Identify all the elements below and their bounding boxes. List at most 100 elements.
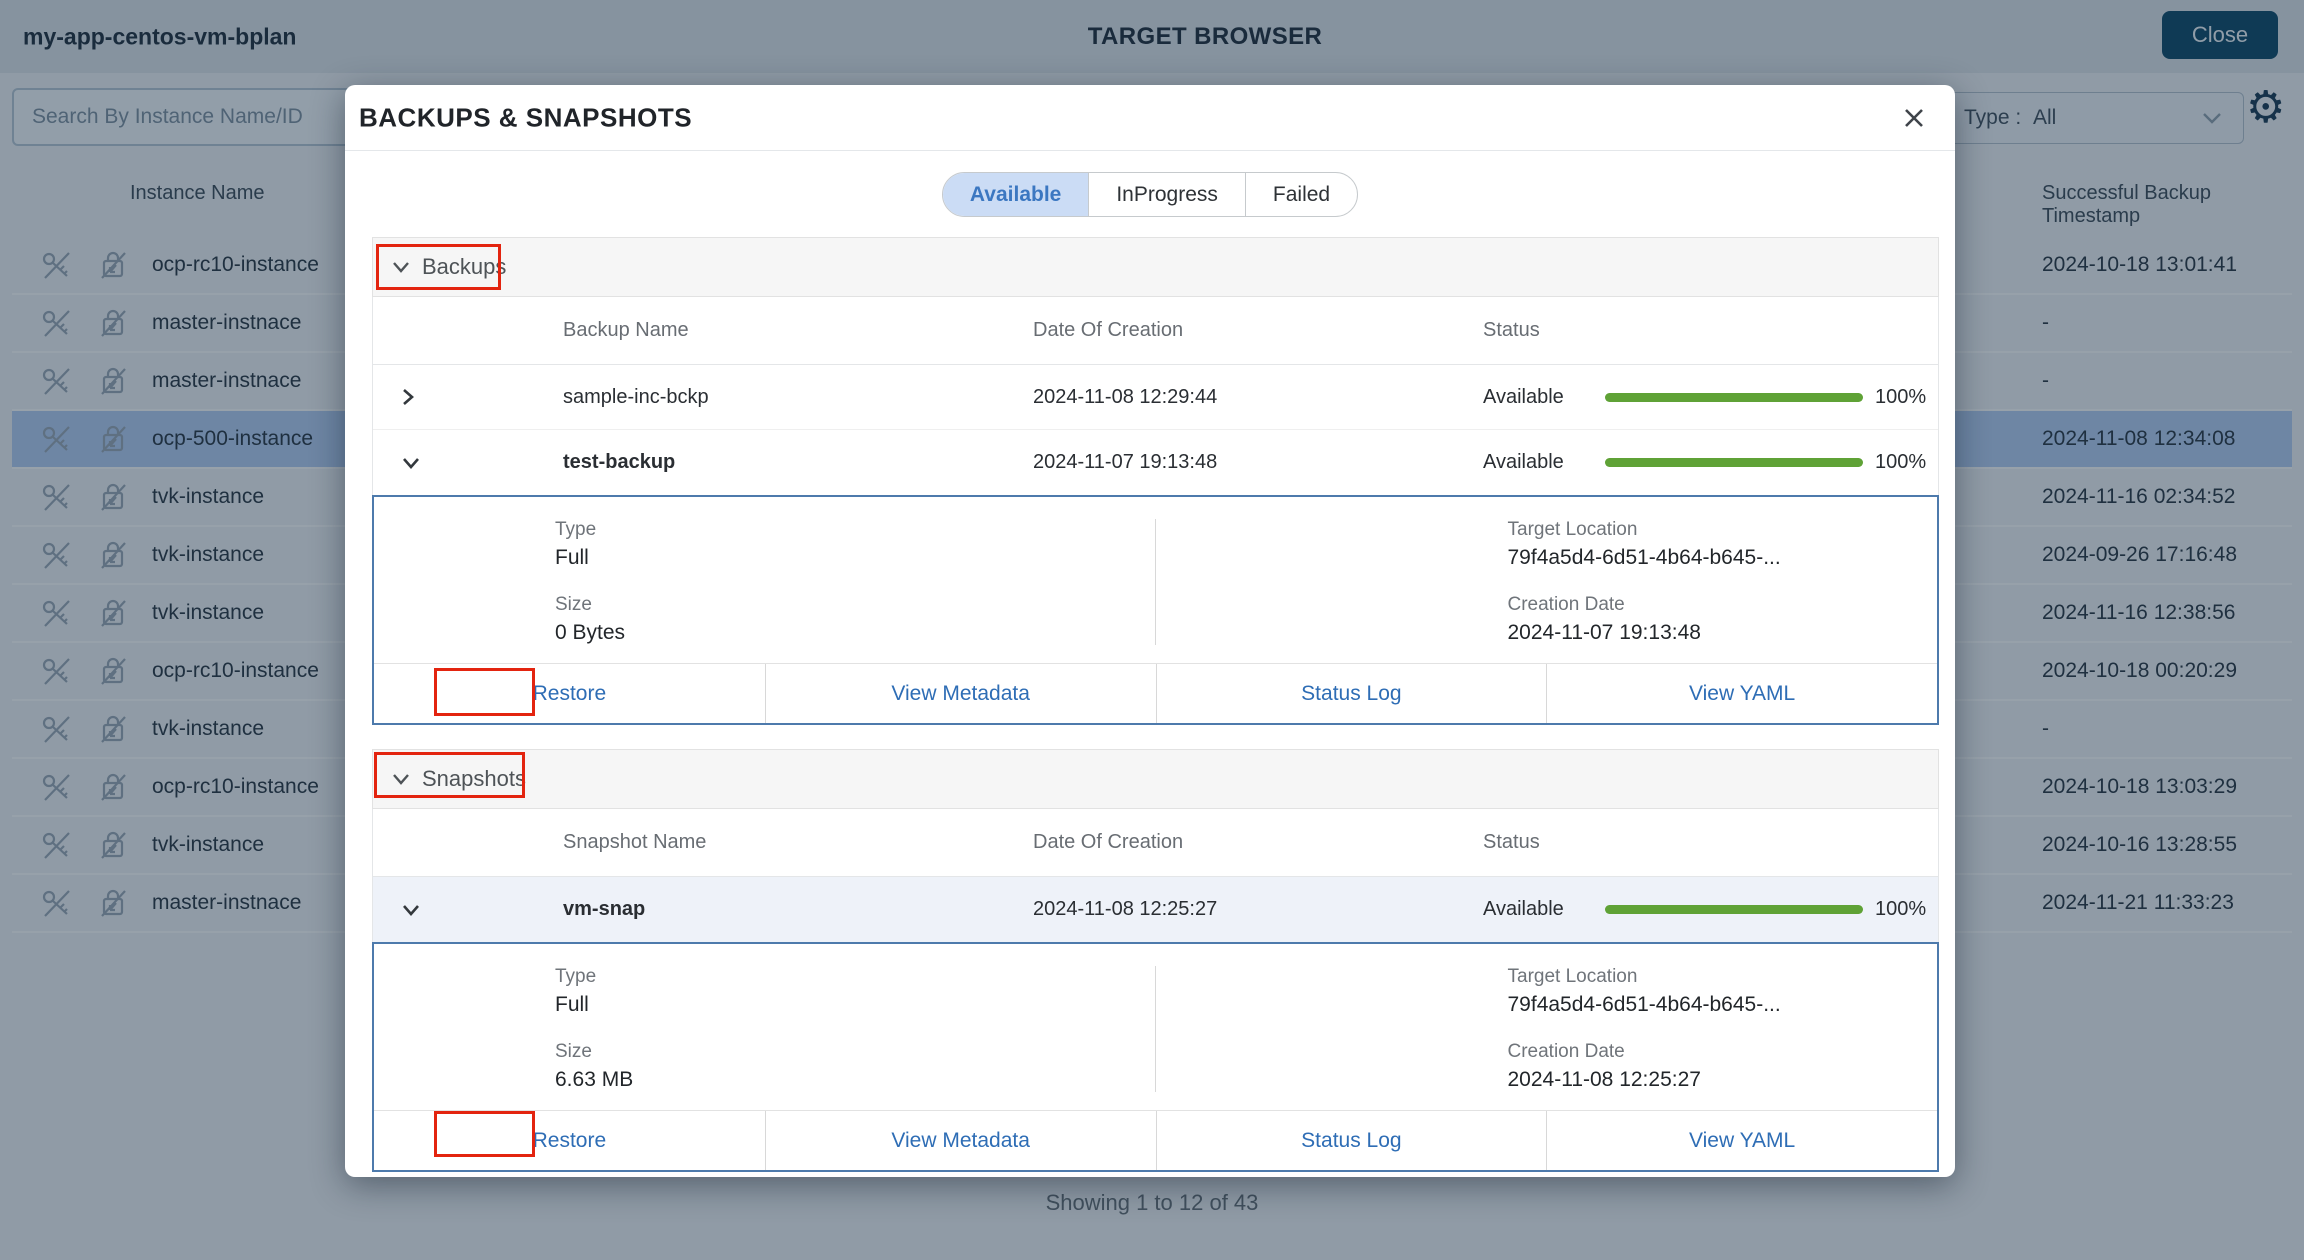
restore-link[interactable]: Restore xyxy=(532,1128,607,1152)
close-icon[interactable] xyxy=(1899,103,1929,133)
view-yaml-link[interactable]: View YAML xyxy=(1546,1111,1937,1170)
backup-timestamp: - xyxy=(2042,717,2049,740)
pagination-summary: Showing 1 to 12 of 43 xyxy=(1045,1190,1259,1215)
key-disabled-icon xyxy=(40,422,74,456)
chevron-down-icon[interactable] xyxy=(373,456,563,470)
column-header-date-of-creation: Date Of Creation xyxy=(1033,319,1184,341)
progress-bar xyxy=(1605,458,1863,467)
backup-timestamp: 2024-11-08 12:34:08 xyxy=(2042,427,2236,450)
key-disabled-icon xyxy=(40,248,74,282)
snapshot-name: vm-snap xyxy=(563,898,646,920)
instance-name: master-instnace xyxy=(152,369,302,392)
progress-percent: 100% xyxy=(1875,898,1927,920)
snapshot-date: 2024-11-08 12:25:27 xyxy=(1033,898,1218,920)
settings-gear-icon[interactable]: ⚙ xyxy=(2246,83,2286,132)
key-disabled-icon xyxy=(40,886,74,920)
backup-name: test-backup xyxy=(563,451,676,473)
status-text: Available xyxy=(1483,898,1564,920)
snapshots-section-header[interactable]: Snapshots xyxy=(372,749,1939,809)
backup-timestamp: 2024-10-18 13:01:41 xyxy=(2042,253,2237,276)
key-disabled-icon xyxy=(40,770,74,804)
column-header-date-of-creation: Date Of Creation xyxy=(1033,831,1184,853)
backup-name: sample-inc-bckp xyxy=(563,385,709,408)
backups-snapshots-modal: BACKUPS & SNAPSHOTS Available InProgress… xyxy=(345,85,1955,1177)
tab-available[interactable]: Available xyxy=(942,173,1089,216)
backup-timestamp: 2024-10-18 13:03:29 xyxy=(2042,775,2237,798)
key-disabled-icon xyxy=(40,306,74,340)
progress-bar xyxy=(1605,905,1863,914)
backups-table: Backup Name Date Of Creation Status samp… xyxy=(372,297,1939,495)
snapshots-section-label: Snapshots xyxy=(422,766,526,791)
key-disabled-icon xyxy=(40,596,74,630)
size-value: 6.63 MB xyxy=(555,1068,634,1091)
instance-name: ocp-rc10-instance xyxy=(152,253,319,276)
view-yaml-link[interactable]: View YAML xyxy=(1546,664,1937,723)
column-header-backup-name: Backup Name xyxy=(563,319,689,341)
chevron-down-icon xyxy=(391,254,411,280)
backup-row-sample-inc-bckp[interactable]: sample-inc-bckp 2024-11-08 12:29:44 Avai… xyxy=(373,365,1938,430)
status-log-link[interactable]: Status Log xyxy=(1155,1111,1547,1170)
lock-disabled-icon xyxy=(96,712,130,746)
column-header-status: Status xyxy=(1483,319,1540,341)
backup-timestamp: 2024-09-26 17:16:48 xyxy=(2042,543,2237,566)
key-disabled-icon xyxy=(40,364,74,398)
instance-name: ocp-500-instance xyxy=(152,427,314,450)
tab-failed[interactable]: Failed xyxy=(1244,173,1357,216)
lock-disabled-icon xyxy=(96,828,130,862)
key-disabled-icon xyxy=(40,712,74,746)
instance-name: tvk-instance xyxy=(152,543,265,566)
backup-timestamp: - xyxy=(2042,311,2049,334)
creation-date-value: 2024-11-08 12:25:27 xyxy=(1507,1068,1701,1091)
type-filter-dropdown[interactable]: Type : All xyxy=(1900,92,2244,144)
size-label: Size xyxy=(555,1041,592,1062)
lock-disabled-icon xyxy=(96,306,130,340)
app-header-bar: my-app-centos-vm-bplan TARGET BROWSER Cl… xyxy=(0,0,2304,73)
type-filter-value: All xyxy=(2033,106,2057,129)
type-label: Type xyxy=(555,966,597,987)
instance-name: master-instnace xyxy=(152,891,302,914)
close-browser-button[interactable]: Close xyxy=(2162,11,2278,59)
backup-row-test-backup[interactable]: test-backup 2024-11-07 19:13:48 Availabl… xyxy=(373,430,1938,495)
target-location-value: 79f4a5d4-6d51-4b64-b645-... xyxy=(1507,546,1781,569)
type-filter-label: Type : xyxy=(1964,106,2022,129)
type-label: Type xyxy=(555,519,597,540)
creation-date-label: Creation Date xyxy=(1507,594,1625,615)
backup-timestamp: 2024-11-16 12:38:56 xyxy=(2042,601,2236,624)
chevron-down-icon xyxy=(2201,110,2223,131)
lock-disabled-icon xyxy=(96,364,130,398)
type-value: Full xyxy=(555,546,589,569)
view-metadata-link[interactable]: View Metadata xyxy=(764,1111,1156,1170)
instance-name: ocp-rc10-instance xyxy=(152,659,319,682)
key-disabled-icon xyxy=(40,654,74,688)
backups-section-label: Backups xyxy=(422,254,507,279)
chevron-down-icon xyxy=(391,766,411,792)
status-text: Available xyxy=(1483,385,1564,408)
snapshot-row-vm-snap[interactable]: vm-snap 2024-11-08 12:25:27 Available 10… xyxy=(373,877,1938,942)
modal-header: BACKUPS & SNAPSHOTS xyxy=(345,85,1955,151)
target-location-label: Target Location xyxy=(1507,966,1638,987)
lock-disabled-icon xyxy=(96,596,130,630)
status-log-link[interactable]: Status Log xyxy=(1155,664,1547,723)
instance-name: tvk-instance xyxy=(152,717,265,740)
lock-disabled-icon xyxy=(96,886,130,920)
backups-table-header: Backup Name Date Of Creation Status xyxy=(373,297,1938,365)
target-location-label: Target Location xyxy=(1507,519,1638,540)
key-disabled-icon xyxy=(40,480,74,514)
view-metadata-link[interactable]: View Metadata xyxy=(764,664,1156,723)
target-location-value: 79f4a5d4-6d51-4b64-b645-... xyxy=(1507,993,1781,1016)
backup-date: 2024-11-08 12:29:44 xyxy=(1033,385,1218,408)
backup-timestamp: - xyxy=(2042,369,2049,392)
restore-link[interactable]: Restore xyxy=(532,681,607,705)
backup-details-panel: Type Full Size 0 Bytes Target Location 7… xyxy=(372,495,1939,725)
key-disabled-icon xyxy=(40,538,74,572)
backup-timestamp: 2024-11-16 02:34:52 xyxy=(2042,485,2236,508)
column-header-instance-name: Instance Name xyxy=(130,182,265,204)
size-value: 0 Bytes xyxy=(555,621,626,644)
chevron-right-icon[interactable] xyxy=(373,387,563,407)
backups-section-header[interactable]: Backups xyxy=(372,237,1939,297)
backup-status-cell: Available 100% xyxy=(1483,451,1940,474)
lock-disabled-icon xyxy=(96,538,130,572)
chevron-down-icon[interactable] xyxy=(373,903,563,917)
tab-inprogress[interactable]: InProgress xyxy=(1088,173,1245,216)
status-text: Available xyxy=(1483,451,1564,473)
